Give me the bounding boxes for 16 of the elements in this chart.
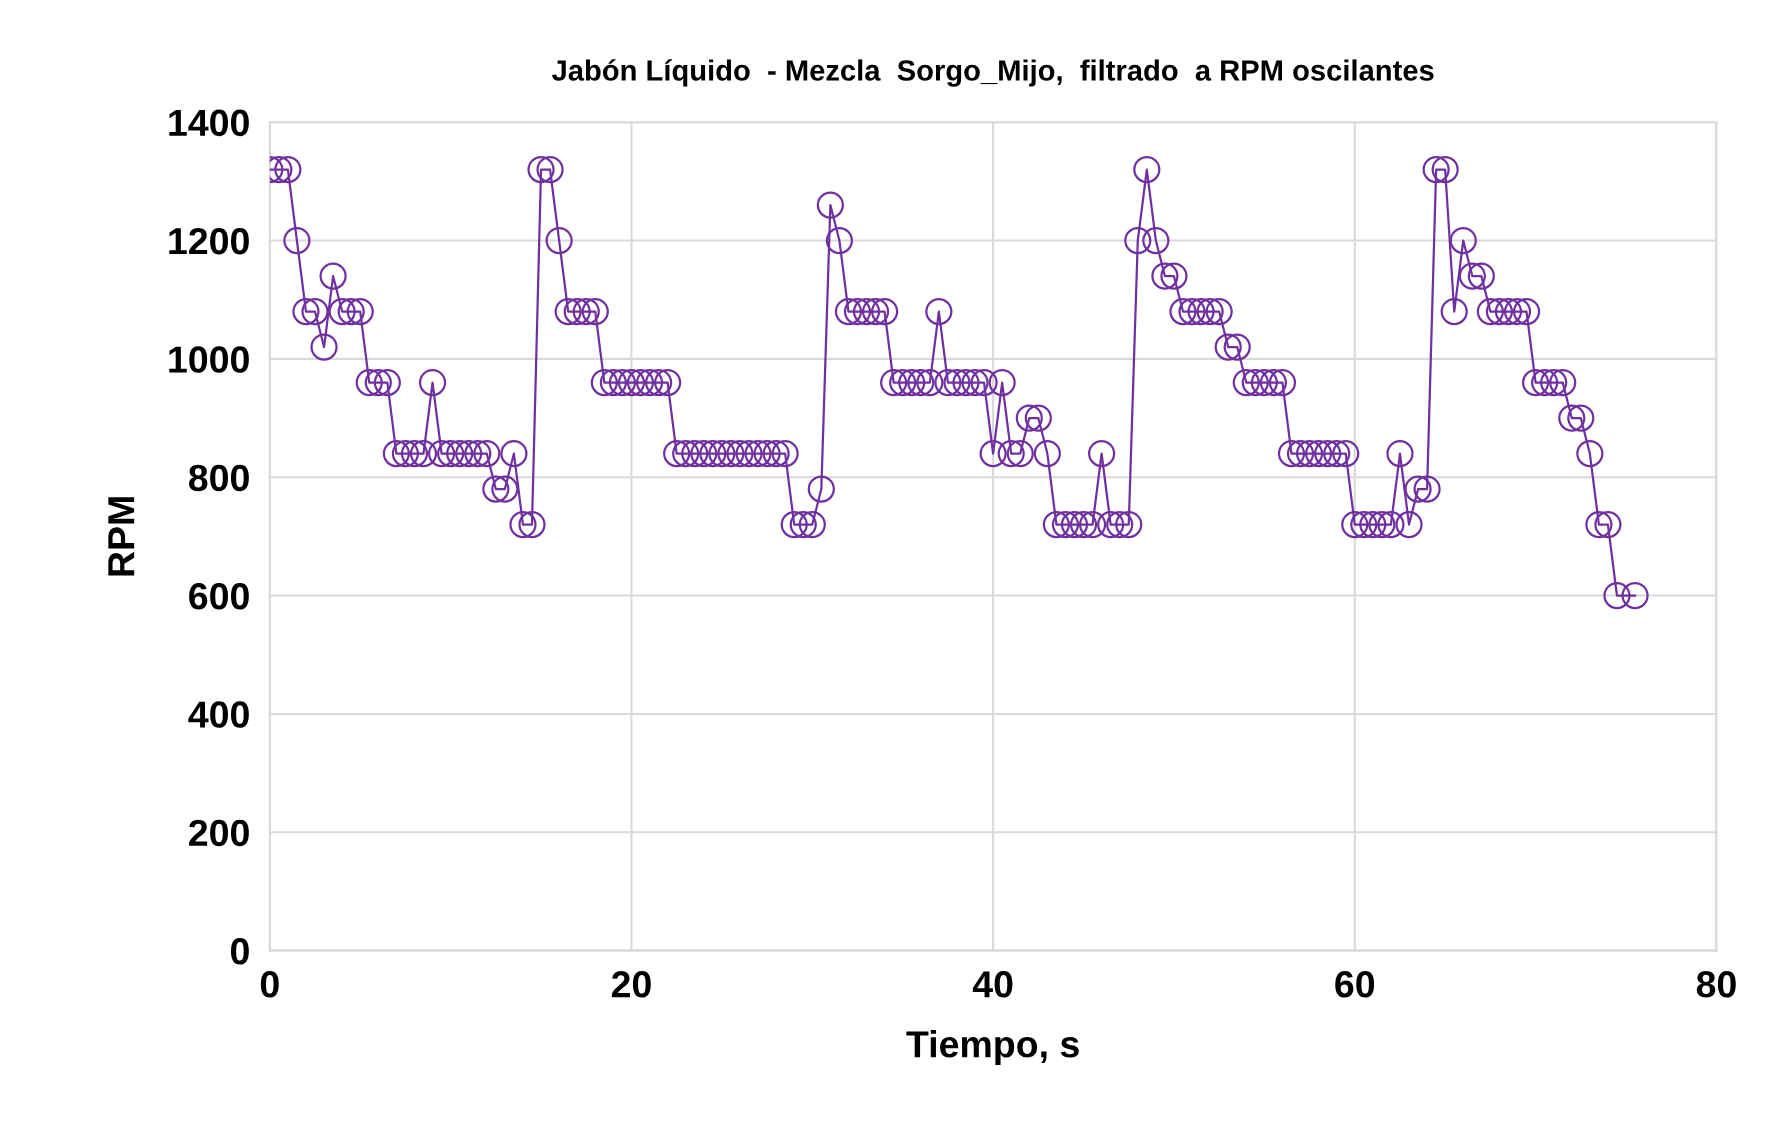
x-axis-title: Tiempo, s	[906, 1030, 1079, 1065]
x-tick-label: 60	[1335, 971, 1375, 998]
x-tick-label: 80	[1696, 971, 1736, 998]
y-axis-title: RPM	[108, 497, 135, 576]
y-tick-label: 1400	[169, 109, 249, 137]
y-tick-label: 1200	[169, 227, 249, 255]
x-tick-label: 20	[611, 971, 651, 998]
chart-title: Jabón Líquido - Mezcla Sorgo_Mijo, filtrado a RPM oscilantes	[551, 59, 1434, 87]
y-tick-label: 1000	[169, 346, 249, 373]
x-tick-label: 40	[972, 971, 1013, 998]
y-tick-label: 800	[188, 464, 249, 492]
y-tick-label: 200	[189, 819, 249, 847]
y-tick-label: 600	[189, 582, 249, 610]
y-tick-label: 0	[230, 938, 249, 965]
x-tick-label: 0	[260, 971, 279, 998]
y-tick-label: 400	[188, 701, 249, 728]
